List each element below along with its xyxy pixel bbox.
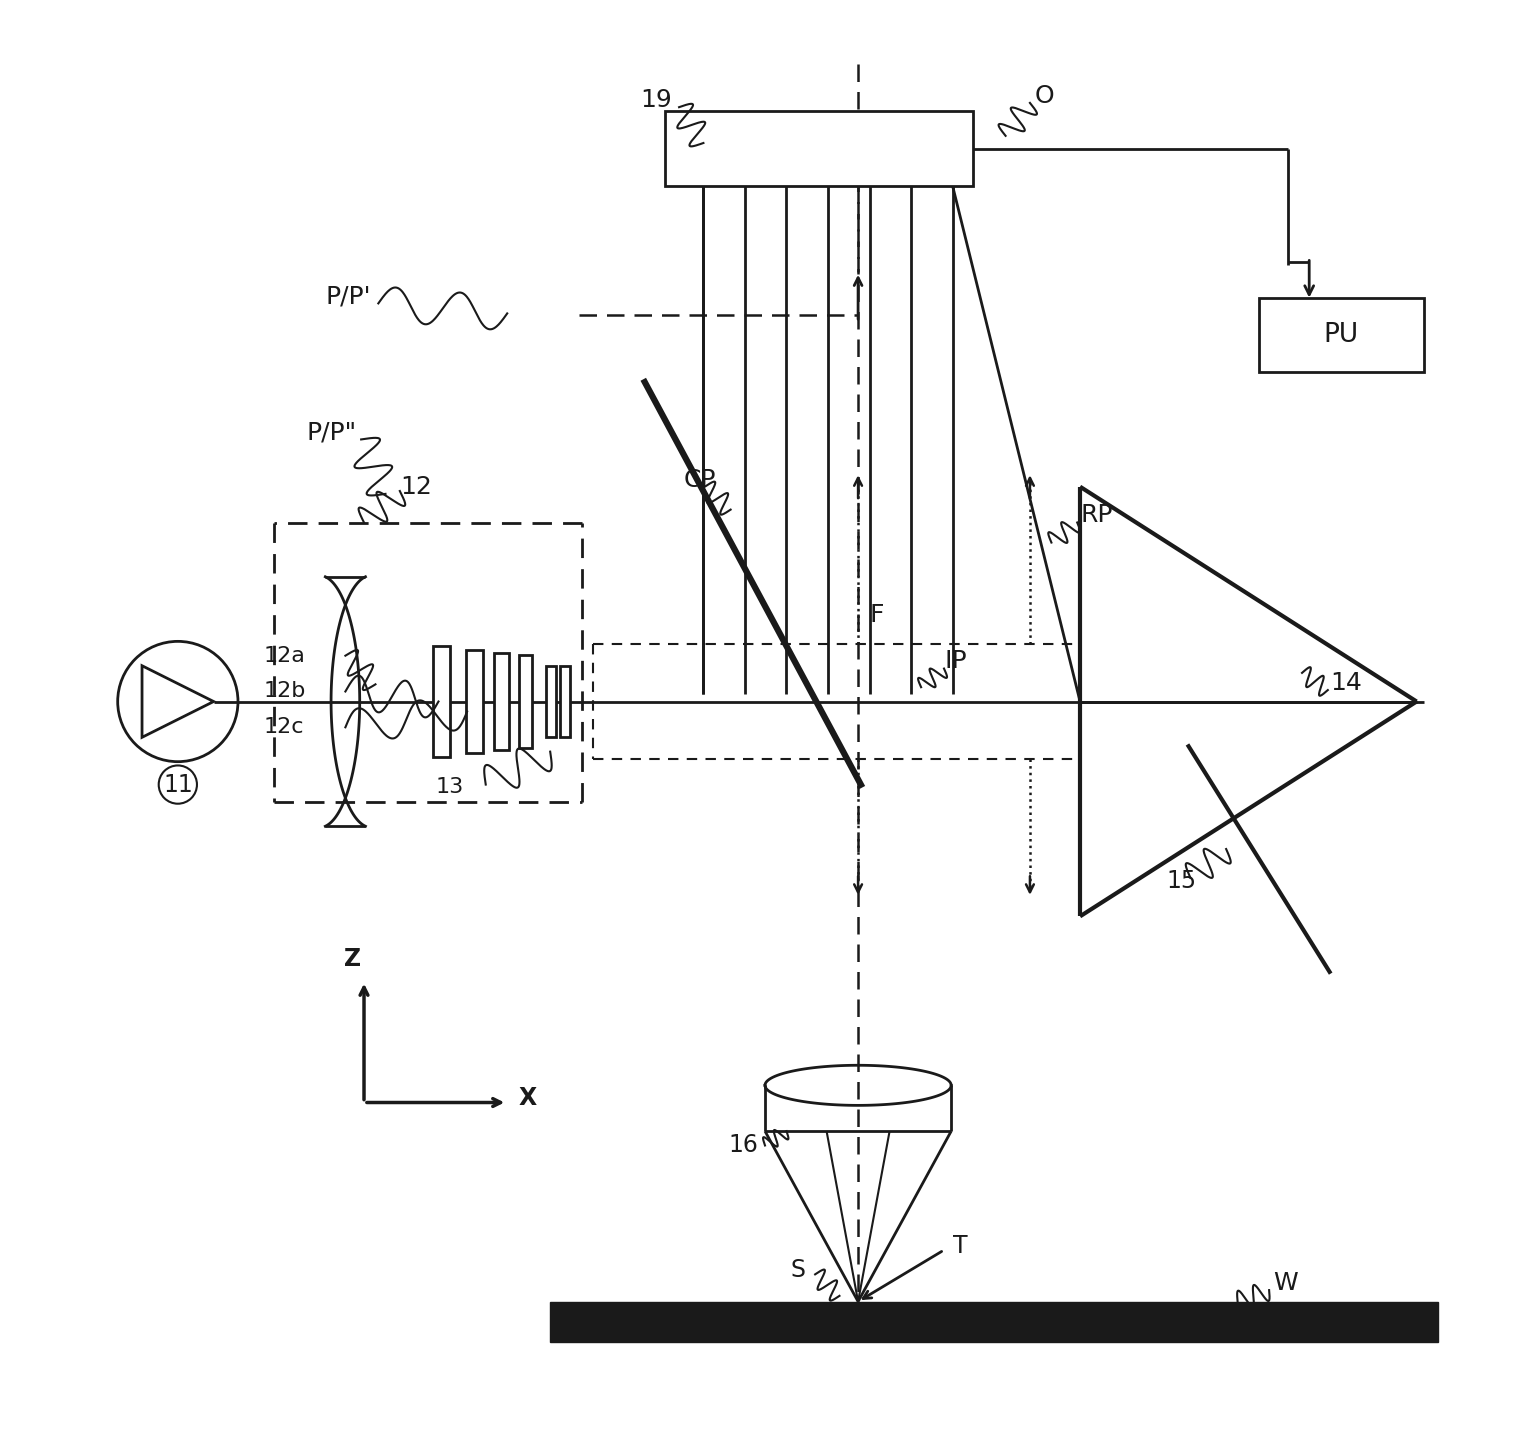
Text: T: T (953, 1233, 967, 1258)
Text: Z: Z (344, 947, 361, 970)
Bar (519, 655, 531, 748)
Text: IP: IP (944, 649, 967, 674)
Text: 16: 16 (728, 1134, 757, 1157)
Bar (1259, 298, 1424, 372)
Bar (546, 665, 555, 737)
Text: P/P': P/P' (326, 285, 372, 308)
Text: CP: CP (684, 467, 716, 492)
Text: X: X (519, 1086, 537, 1111)
Bar (664, 111, 973, 187)
Bar (551, 1301, 1438, 1342)
Bar (433, 646, 450, 758)
Text: W: W (1273, 1271, 1297, 1296)
Bar (560, 665, 571, 737)
Text: 12b: 12b (263, 681, 306, 701)
Text: 12: 12 (399, 474, 431, 499)
Text: 19: 19 (640, 88, 672, 111)
Text: F: F (869, 603, 884, 628)
Text: 11: 11 (164, 772, 193, 797)
Text: 12c: 12c (263, 717, 304, 737)
Bar (465, 649, 483, 753)
Text: 12a: 12a (263, 646, 306, 665)
Text: RP: RP (1080, 503, 1112, 528)
Text: S: S (789, 1258, 805, 1283)
Text: 14: 14 (1331, 671, 1363, 696)
Text: P/P": P/P" (306, 421, 356, 444)
Text: 13: 13 (436, 778, 464, 797)
Text: 15: 15 (1166, 869, 1196, 892)
Bar (494, 652, 508, 750)
Text: O: O (1034, 84, 1054, 108)
Text: PU: PU (1323, 322, 1359, 348)
